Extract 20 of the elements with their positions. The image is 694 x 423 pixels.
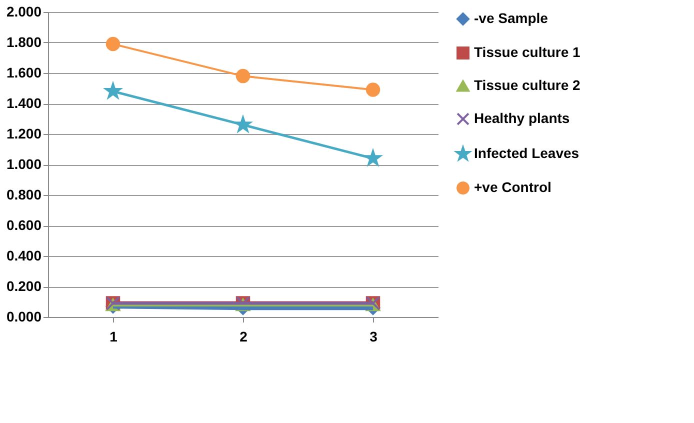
legend-label: Tissue culture 1 [474,44,581,60]
legend-label: Healthy plants [474,110,570,126]
x-tick-label: 2 [240,328,248,344]
y-tick-label: 0.600 [6,217,42,233]
x-tick-label: 3 [370,328,378,344]
y-tick-label: 0.800 [6,186,42,202]
y-tick-label: 1.200 [6,126,42,142]
legend-label: Infected Leaves [474,145,580,161]
y-tick-label: 1.000 [6,156,42,172]
y-tick-label: 0.200 [6,278,42,294]
x-tick-label: 1 [110,328,118,344]
y-tick-label: 0.400 [6,248,42,264]
legend-label: -ve Sample [474,10,548,26]
y-tick-label: 0.000 [6,308,42,324]
y-tick-label: 1.800 [6,34,42,50]
y-tick-label: 1.400 [6,95,42,111]
y-tick-label: 2.000 [6,4,42,20]
legend-label: +ve Control [474,179,552,195]
y-tick-label: 1.600 [6,64,42,80]
legend-label: Tissue culture 2 [474,77,581,93]
